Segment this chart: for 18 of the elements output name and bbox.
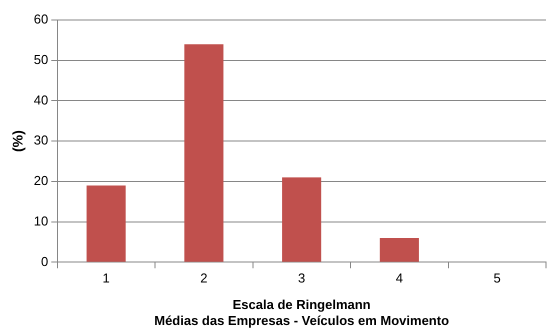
bar [282,177,322,262]
bar [184,44,224,262]
bar [380,238,419,262]
x-tick-label: 2 [200,270,208,286]
x-tick-label: 3 [298,270,306,286]
y-tick-label: 10 [34,213,48,228]
x-axis-title: Escala de Ringelmann Médias das Empresas - Veículos em Movimento [154,297,450,328]
x-tick-label: 5 [494,270,501,286]
y-tick-label: 50 [34,52,48,67]
x-tick-label: 1 [102,270,110,286]
y-tick-label: 0 [41,254,48,269]
x-tick-label: 4 [396,270,403,286]
bar [86,186,126,262]
y-axis-title: (%) [9,130,26,152]
y-tick-label: 20 [34,173,48,188]
y-tick-label: 40 [34,92,48,108]
y-tick-label: 60 [34,12,48,27]
y-tick-label: 30 [34,132,48,148]
